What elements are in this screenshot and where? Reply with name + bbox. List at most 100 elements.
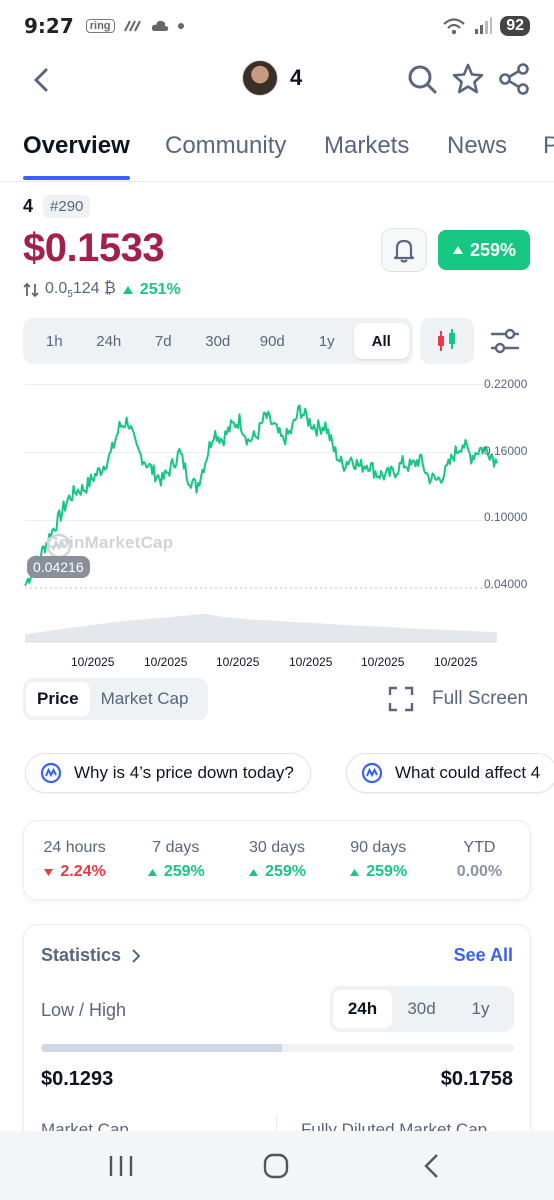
tab-community[interactable]: Community [165,132,287,159]
perf-label: 7 days [152,839,200,856]
cloud-icon [151,20,168,31]
status-notification-icons: ring [85,19,185,33]
star-icon[interactable] [451,62,485,96]
full-screen-button[interactable]: Full Screen [388,686,528,712]
low-high-range-fill [41,1044,283,1052]
ai-question-chip[interactable]: Why is 4’s price down today? [25,753,311,793]
btc-price-row: 0.05124 ₿ 251% [23,280,181,300]
tab-partial[interactable]: P [543,132,554,160]
triangle-up-icon [122,286,133,295]
coin-header-symbol: 4 [290,65,303,90]
back-icon[interactable] [417,1151,447,1181]
system-nav-bar [0,1131,554,1200]
perf-30d: 30 days 259% [226,839,327,881]
toggle-market-cap[interactable]: Market Cap [100,689,189,708]
range-24h[interactable]: 24h [96,332,122,350]
chart-metric-toggle: Price Market Cap [23,678,208,720]
expand-icon [388,686,414,712]
coin-symbol: 4 [23,196,34,216]
price-line [24,404,498,587]
triangle-up-icon [147,868,157,876]
price-chart[interactable]: 0.22000 0.16000 0.10000 0.04000 10/2025 … [0,372,554,677]
volume-area [25,613,497,642]
y-tick-label: 0.10000 [484,510,528,524]
coinmarketcap-watermark: CoinMarketCap [46,533,174,559]
coin-header: 4 [242,60,302,96]
coin-price: $0.1533 [23,226,165,270]
range-7d[interactable]: 7d [154,332,172,350]
perf-label: 24 hours [43,839,106,856]
perf-value: 259% [328,863,429,881]
active-tab-indicator [23,176,130,180]
cell-signal-icon [475,17,493,34]
change-badge[interactable]: 259% [438,230,530,270]
x-tick-label: 10/2025 [361,655,405,669]
triangle-up-icon [249,868,259,876]
x-tick-label: 10/2025 [71,655,115,669]
perf-value: 0.00% [456,863,503,880]
time-range-selector: 1h 24h 7d 30d 90d 1y All [23,318,413,364]
chart-settings-icon[interactable] [488,324,522,358]
x-tick-label: 10/2025 [289,655,333,669]
perf-label: 90 days [350,839,407,856]
y-tick-label: 0.04000 [484,577,528,591]
tab-markets[interactable]: Markets [324,132,410,159]
range-1h[interactable]: 1h [45,332,63,350]
btc-change: 251% [139,281,181,299]
price-chart-svg [24,384,499,643]
status-bar: 9:27 ring 92 [0,0,554,52]
toggle-price[interactable]: Price [26,682,90,716]
range-90d[interactable]: 90d [259,332,285,350]
range-30d[interactable]: 30d [205,332,231,350]
high-value: $0.1758 [440,1068,513,1090]
low-value: $0.1293 [41,1068,114,1090]
share-icon[interactable] [497,62,531,96]
battery-indicator: 92 [500,16,530,36]
range-all[interactable]: All [354,323,409,359]
triangle-up-icon [452,246,463,254]
ai-question-text: Why is 4’s price down today? [74,763,294,782]
cmc-ai-icon [361,762,383,784]
perf-ytd: YTD 0.00% [429,839,530,881]
recent-apps-icon[interactable] [106,1151,136,1181]
chevron-right-icon [132,948,141,963]
period-24h[interactable]: 24h [333,990,392,1028]
swap-arrows-icon [23,282,39,298]
signal-slash-icon [123,20,141,32]
period-30d[interactable]: 30d [407,999,436,1018]
see-all-link[interactable]: See All [453,945,513,965]
perf-value: 259% [226,863,327,881]
x-tick-label: 10/2025 [216,655,260,669]
perf-24h: 24 hours 2.24% [24,839,125,881]
ai-question-row: Why is 4’s price down today? What could … [23,753,554,795]
back-arrow-icon[interactable] [28,64,56,96]
bell-icon [393,239,415,263]
ai-question-text: What could affect 4 [395,763,541,782]
low-high-label: Low / High [41,1000,127,1020]
statistics-title[interactable]: Statistics [41,945,141,966]
tab-bar: Overview Community Markets News P [0,120,554,182]
top-nav: 4 [0,52,554,108]
tab-news[interactable]: News [447,132,508,159]
status-time: 9:27 [24,14,74,38]
perf-7d: 7 days 259% [125,839,226,881]
candlestick-icon [438,329,455,351]
y-tick-label: 0.16000 [484,444,528,458]
period-1y[interactable]: 1y [471,999,490,1018]
status-system-icons: 92 [442,16,530,36]
dot-icon [177,23,184,29]
tab-overview[interactable]: Overview [23,132,130,159]
search-icon[interactable] [405,62,439,96]
cmc-ai-icon [40,762,62,784]
coin-avatar [242,60,278,96]
rank-row: 4 #290 [23,195,91,218]
candlestick-toggle-button[interactable] [420,318,474,364]
ai-question-chip[interactable]: What could affect 4 [346,753,554,793]
range-1y[interactable]: 1y [318,332,335,350]
watermark-text: CoinMarketCap [46,533,174,552]
home-icon[interactable] [261,1151,291,1181]
x-tick-label: 10/2025 [144,655,188,669]
perf-90d: 90 days 259% [328,839,429,881]
price-alert-button[interactable] [381,228,427,272]
triangle-up-icon [350,868,360,876]
